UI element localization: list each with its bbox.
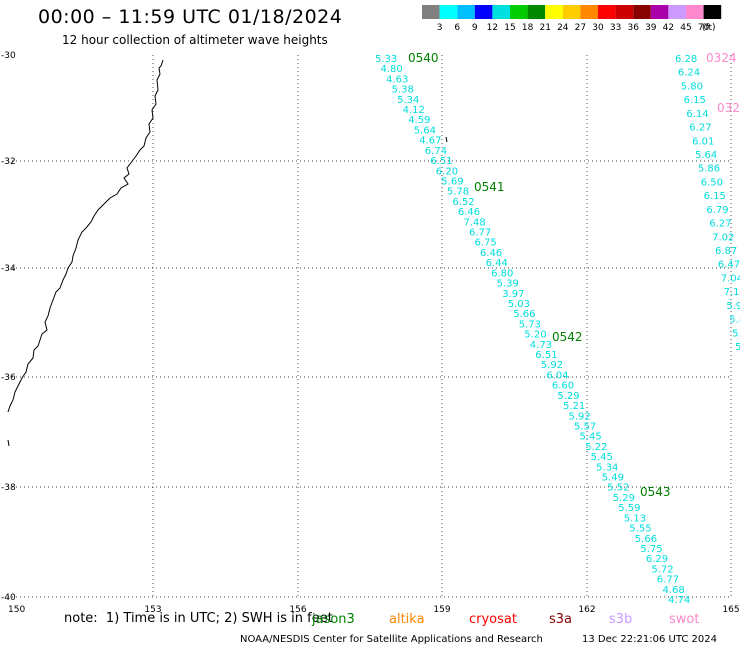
wave-height-label: 6.14 — [686, 109, 708, 120]
scale-tick-label: 27 — [575, 23, 586, 33]
wave-height-label: 6.27 — [689, 123, 711, 134]
wave-height-label: 6.27 — [709, 219, 731, 230]
latitude-label: -38 — [1, 483, 16, 493]
satellite-cryosat: cryosat — [469, 612, 517, 627]
wave-height-label: 6.15 — [704, 191, 726, 202]
scale-color-box — [633, 5, 651, 19]
latitude-label: -40 — [1, 593, 16, 603]
wave-height-label: 6.15 — [684, 95, 706, 106]
footer-note: note: 1) Time is in UTC; 2) SWH is in fe… — [64, 611, 333, 626]
latitude-label: -36 — [1, 373, 16, 383]
scale-color-box — [686, 5, 704, 19]
longitude-label: 150 — [8, 605, 25, 615]
wave-height-color-scale: 3 6 9 12 15 18 21 24 27 30 33 36 39 42 45 70 (ft) — [0, 0, 740, 40]
wave-height-label: 5.64 — [695, 150, 717, 161]
lat-lon-grid — [8, 55, 731, 597]
scale-color-box — [616, 5, 634, 19]
color-scale-labels: 3 6 9 12 15 18 21 24 27 30 33 36 39 42 45 70 — [437, 23, 710, 33]
wave-height-label: 6.28 — [675, 54, 697, 65]
color-scale-unit: (ft) — [702, 23, 716, 33]
scale-tick-label: 6 — [454, 23, 460, 33]
credit-text: NOAA/NESDIS Center for Satellite Applica… — [240, 634, 543, 645]
scale-color-box — [598, 5, 616, 19]
coastline-fragment — [446, 137, 447, 142]
wave-height-label: 5.86 — [698, 164, 720, 175]
wave-height-label: 5.8 — [729, 315, 740, 326]
scale-color-box — [492, 5, 510, 19]
pass-time-label: 0542 — [552, 330, 583, 344]
scale-tick-label: 45 — [680, 23, 691, 33]
latitude-label: -32 — [1, 157, 16, 167]
satellite-altika: altika — [389, 612, 425, 627]
pass-time-label: 0543 — [640, 485, 671, 499]
scale-color-box — [668, 5, 686, 19]
scale-tick-label: 3 — [437, 23, 443, 33]
pass-time-label: 032 — [717, 101, 740, 115]
pass-time-label: 0324 — [706, 51, 737, 65]
scale-color-box — [545, 5, 563, 19]
wave-height-label: 6.79 — [706, 205, 728, 216]
wave-height-label: 5 — [735, 342, 740, 353]
longitude-label: 162 — [578, 605, 595, 615]
scale-color-box — [510, 5, 528, 19]
scale-color-box — [422, 5, 440, 19]
scale-tick-label: 12 — [487, 23, 498, 33]
wave-height-label: 5.9 — [726, 301, 740, 312]
wave-height-label: 7.1 — [724, 287, 740, 298]
pass-time-label: 0541 — [474, 180, 505, 194]
satellite-jason3: jason3 — [312, 612, 355, 627]
scale-color-box — [704, 5, 722, 19]
longitude-label: 159 — [433, 605, 450, 615]
scale-tick-label: 18 — [522, 23, 534, 33]
wave-height-label: 6.50 — [701, 177, 723, 188]
scale-tick-label: 42 — [663, 23, 674, 33]
wave-height-label: 4.74 — [668, 595, 690, 606]
scale-color-box — [528, 5, 546, 19]
wave-height-label: 7.02 — [712, 232, 734, 243]
generation-timestamp: 13 Dec 22:21:06 UTC 2024 — [582, 634, 717, 645]
wave-height-label: 6.87 — [715, 246, 737, 257]
scale-tick-label: 9 — [472, 23, 478, 33]
wave-height-label: 7.04 — [721, 273, 740, 284]
wave-height-label: 6.01 — [692, 136, 714, 147]
latitude-label: -34 — [1, 264, 16, 274]
scale-color-box — [475, 5, 493, 19]
color-scale-boxes — [422, 5, 721, 19]
longitude-label: 165 — [722, 605, 739, 615]
scale-color-box — [440, 5, 458, 19]
wave-height-label: 5.80 — [681, 81, 703, 92]
wave-height-label: 6.24 — [678, 68, 700, 79]
coastline-fragment — [8, 440, 9, 446]
satellite-s3b: s3b — [609, 612, 632, 627]
scale-color-box — [580, 5, 598, 19]
scale-color-box — [651, 5, 669, 19]
scale-tick-label: 15 — [504, 23, 515, 33]
pass-time-label: 0540 — [408, 51, 439, 65]
scale-color-box — [457, 5, 475, 19]
scale-tick-label: 33 — [610, 23, 621, 33]
wave-height-label: 6.47 — [718, 260, 740, 271]
australia-coastline — [8, 60, 163, 412]
scale-tick-label: 30 — [592, 23, 604, 33]
satellite-s3a: s3a — [549, 612, 572, 627]
scale-tick-label: 24 — [557, 23, 569, 33]
satellite-swot: swot — [669, 612, 699, 627]
satellite-track-jason3: 5.334.804.635.385.344.124.595.644.676.74… — [375, 51, 690, 606]
scale-tick-label: 21 — [539, 23, 550, 33]
wave-height-label: 5. — [732, 328, 740, 339]
satellite-track-swot: 6.28 6.24 5.80 6.15 6.14 6.27 6.01 5.64 5.86 6.50… — [675, 51, 740, 353]
wave-height-map: 150 153 156 159 162 165-30-32-34-36-38-40 5.3… — [0, 0, 740, 650]
scale-tick-label: 39 — [645, 23, 657, 33]
scale-tick-label: 36 — [627, 23, 639, 33]
scale-color-box — [563, 5, 581, 19]
latitude-label: -30 — [1, 51, 16, 61]
